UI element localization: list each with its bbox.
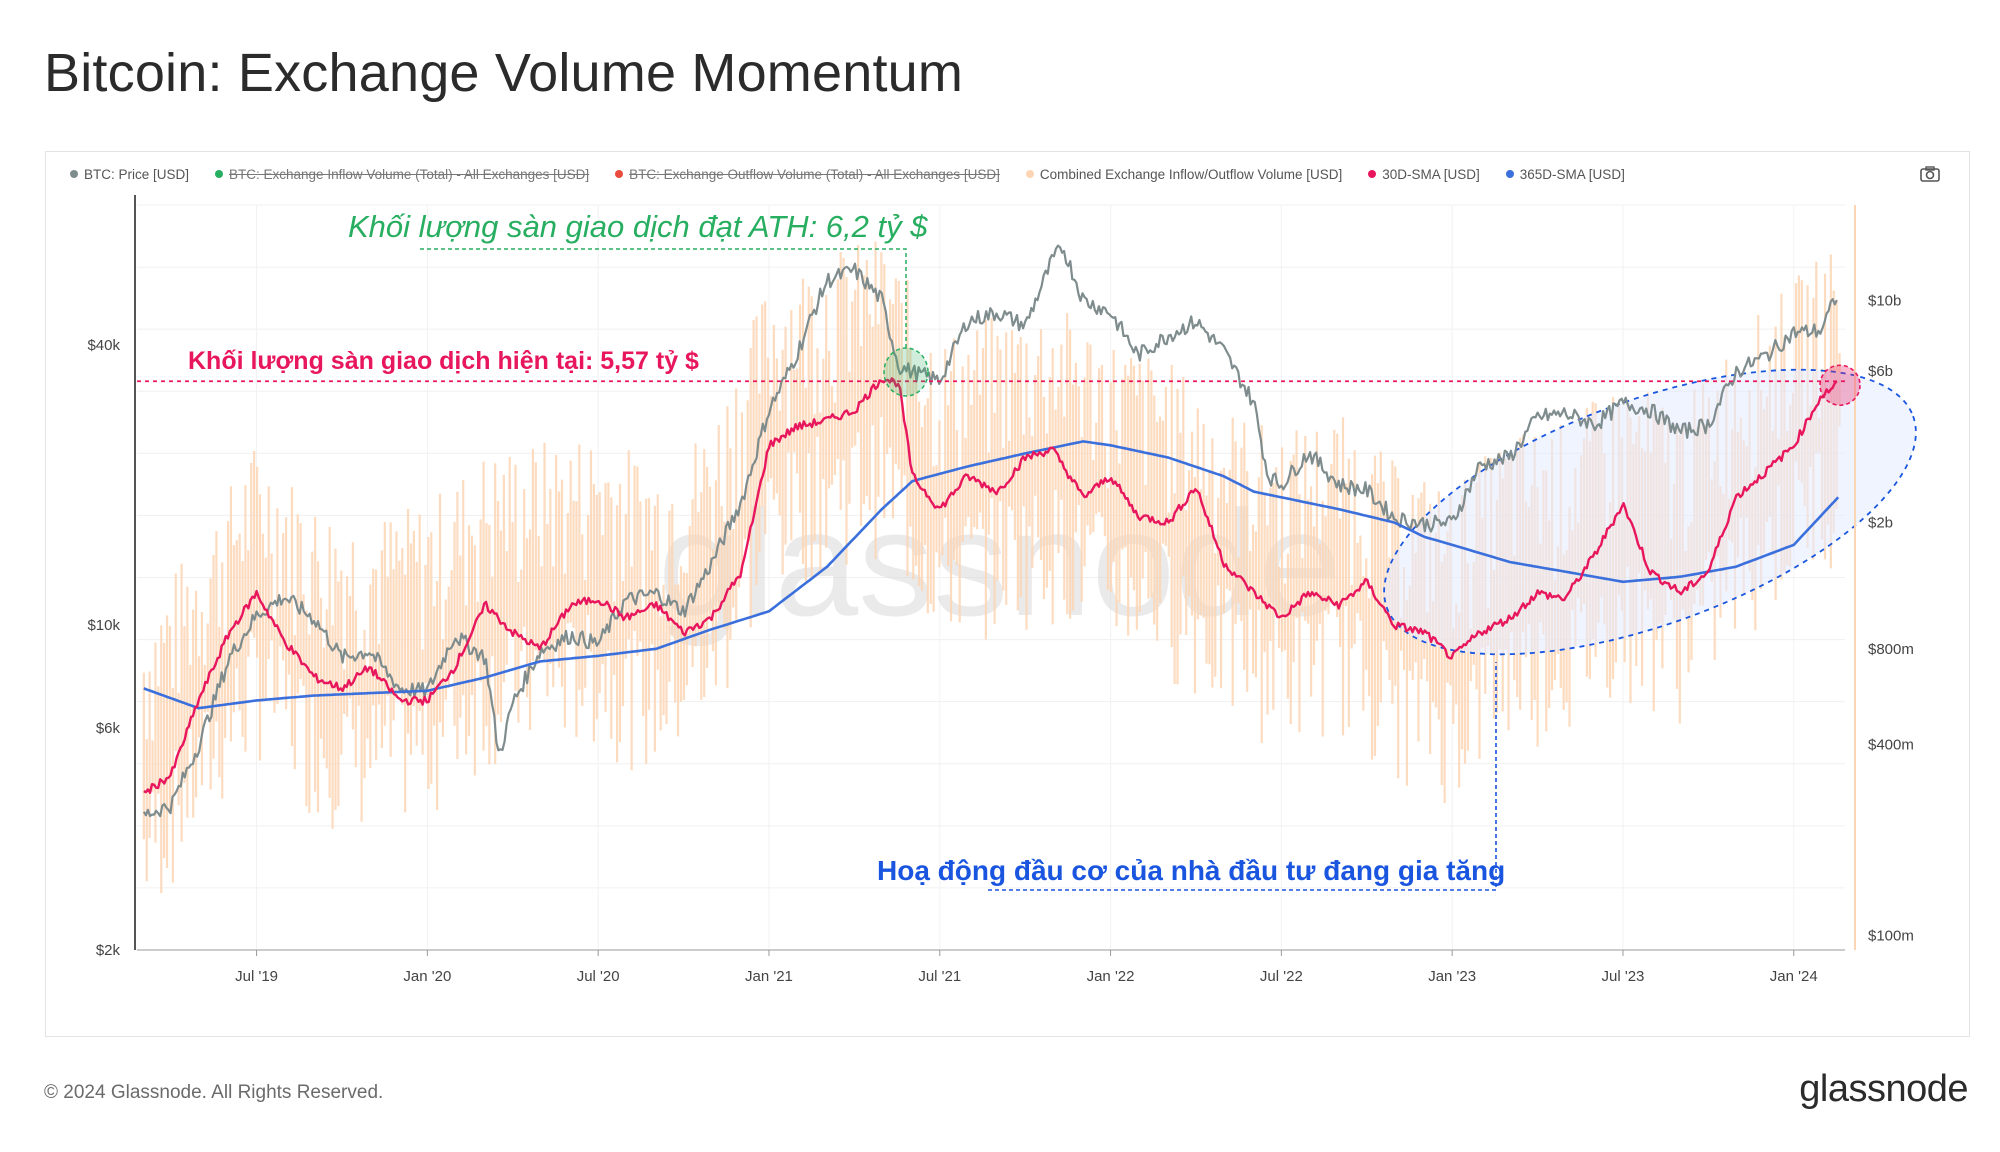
y-left-tick-label: $40k — [87, 337, 120, 354]
camera-icon[interactable] — [1920, 166, 1940, 187]
legend: BTC: Price [USD] BTC: Exchange Inflow Vo… — [70, 164, 1625, 184]
volume-bars — [142, 241, 1841, 894]
y-right-tick-label: $100m — [1868, 927, 1914, 944]
current-volume-label: Khối lượng sàn giao dịch hiện tại: 5,57 … — [188, 347, 699, 375]
y-left-tick-label: $6k — [96, 720, 121, 737]
x-tick-label: Jan '22 — [1087, 968, 1135, 985]
sma365-line — [143, 440, 1840, 710]
legend-dot-price — [70, 170, 78, 178]
x-tick-label: Jul '21 — [918, 968, 961, 985]
y-right-tick-label: $6b — [1868, 363, 1893, 380]
camera-icon-graphic — [1920, 166, 1940, 182]
x-tick-label: Jan '20 — [403, 968, 451, 985]
y-right-tick-label: $800m — [1868, 641, 1914, 658]
legend-label: BTC: Exchange Outflow Volume (Total) - A… — [629, 166, 1000, 182]
x-tick-label: Jan '21 — [745, 968, 793, 985]
speculation-leader-line — [988, 662, 1497, 891]
legend-item-outflow[interactable]: BTC: Exchange Outflow Volume (Total) - A… — [615, 167, 1000, 182]
legend-item-sma30[interactable]: 30D-SMA [USD] — [1368, 167, 1480, 182]
series-lines — [142, 244, 1917, 818]
footer-brand-logo: glassnode — [1799, 1068, 1968, 1110]
legend-label: 30D-SMA [USD] — [1382, 166, 1480, 182]
x-tick-label: Jul '22 — [1260, 968, 1303, 985]
x-tick-label: Jul '19 — [235, 968, 278, 985]
legend-label: BTC: Price [USD] — [84, 166, 190, 182]
axes: $2k $6k $10k $40k $100m $400m $800m $2b $6b $10b J… — [87, 195, 1914, 985]
legend-label: Combined Exchange Inflow/Outflow Volume … — [1039, 166, 1343, 182]
ath-marker — [883, 347, 929, 397]
legend-item-volume[interactable]: Combined Exchange Inflow/Outflow Volume … — [1025, 166, 1343, 182]
annotations: Khối lượng sàn giao dịch hiện tại: 5,57 … — [137, 209, 1861, 891]
legend-dot-inflow — [215, 170, 224, 178]
legend-item-price[interactable]: BTC: Price [USD] — [70, 167, 189, 182]
legend-label: 365D-SMA [USD] — [1519, 166, 1625, 182]
ath-label: Khối lượng sàn giao dịch đạt ATH: 6,2 tỷ… — [348, 209, 928, 244]
y-left-tick-label: $2k — [96, 942, 121, 959]
sma30-line — [143, 377, 1838, 794]
legend-item-sma365[interactable]: 365D-SMA [USD] — [1505, 166, 1625, 182]
x-tick-label: Jul '23 — [1602, 968, 1645, 985]
ath-leader-line — [420, 248, 907, 348]
current-volume-marker — [1819, 364, 1861, 407]
x-tick-label: Jul '20 — [577, 968, 620, 985]
x-tick-label: Jan '23 — [1428, 968, 1476, 985]
chart-title: Bitcoin: Exchange Volume Momentum — [44, 43, 964, 103]
y-right-tick-label: $10b — [1868, 293, 1901, 310]
legend-label: BTC: Exchange Inflow Volume (Total) - Al… — [229, 166, 590, 182]
legend-item-inflow[interactable]: BTC: Exchange Inflow Volume (Total) - Al… — [215, 167, 589, 182]
x-tick-label: Jan '24 — [1770, 968, 1818, 985]
speculation-label: Hoạ động đầu cơ của nhà đầu tư đang gia … — [877, 855, 1505, 886]
legend-dot-outflow — [615, 170, 624, 178]
legend-dot-sma30 — [1368, 170, 1377, 178]
y-right-tick-label: $2b — [1868, 514, 1893, 531]
speculation-ellipse — [1383, 368, 1917, 656]
footer-copyright: © 2024 Glassnode. All Rights Reserved. — [44, 1082, 384, 1103]
y-left-tick-label: $10k — [87, 617, 120, 634]
y-right-tick-label: $400m — [1868, 736, 1914, 753]
legend-dot-volume — [1025, 170, 1034, 178]
legend-dot-sma365 — [1505, 170, 1514, 178]
